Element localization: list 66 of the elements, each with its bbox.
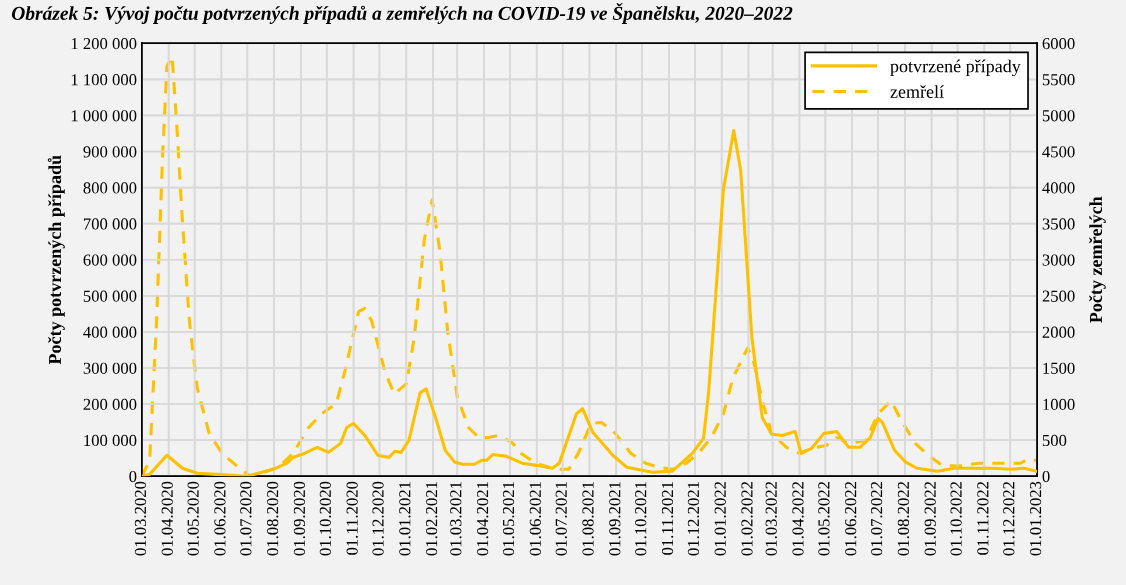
y2-tick-label: 2500: [1042, 290, 1075, 302]
x-tick-label: 01.09.2021: [609, 482, 621, 556]
y2-tick-label: 6000: [1042, 37, 1075, 50]
y2-tick-label: 3500: [1042, 218, 1075, 230]
y2-tick-label: 0: [1042, 470, 1050, 483]
y-tick-label: 1 000 000: [71, 110, 137, 122]
x-tick-label: 01.10.2021: [635, 482, 647, 556]
x-tick-label: 01.10.2022: [950, 481, 962, 556]
y-tick-label: 600 000: [83, 254, 137, 266]
x-tick-label: 01.03.2020: [134, 481, 147, 556]
y2-tick-label: 4500: [1042, 146, 1075, 158]
x-tick-label: 01.06.2021: [529, 482, 541, 556]
chart-title: Obrázek 5: Vývoj počtu potvrzených případů a zemřelých na COVID-19 ve Španělsku, 2020–2022: [11, 2, 793, 24]
y-tick-label: 0: [129, 470, 137, 483]
x-tick-label: 01.04.2022: [792, 481, 804, 556]
y-axis-title: Počty potvrzených případů: [47, 155, 65, 365]
y-tick-label: 1 100 000: [71, 74, 137, 86]
x-tick-label: 01.01.2023: [1029, 481, 1042, 556]
x-tick-label: 01.10.2020: [319, 481, 332, 556]
y-tick-label: 200 000: [83, 398, 137, 410]
x-tick-label: 01.04.2021: [476, 482, 489, 556]
x-tick-label: 01.12.2022: [1003, 481, 1015, 556]
x-tick-label: 01.07.2022: [870, 481, 883, 556]
y2-tick-label: 4000: [1042, 182, 1075, 194]
y2-axis-title: Počty zemřelých: [1089, 196, 1106, 323]
x-tick-label: 01.07.2021: [555, 482, 567, 556]
x-tick-label: 01.12.2020: [372, 481, 384, 556]
x-tick-label: 01.11.2020: [346, 481, 358, 555]
x-tick-label: 01.05.2022: [818, 481, 830, 556]
x-tick-label: 01.08.2022: [897, 481, 910, 556]
y2-tick-label: 3000: [1042, 254, 1075, 266]
x-tick-label: 01.07.2020: [240, 481, 252, 556]
x-tick-label: 01.05.2021: [502, 482, 515, 556]
y2-tick-label: 5000: [1042, 110, 1075, 122]
y2-tick-label: 500: [1042, 434, 1067, 447]
y2-tick-label: 2000: [1042, 326, 1075, 338]
x-tick-label: 01.11.2021: [661, 482, 674, 555]
x-tick-label: 01.11.2022: [977, 481, 989, 555]
x-tick-label: 01.08.2020: [267, 481, 279, 556]
legend-label: potvrzené případy: [890, 59, 1021, 77]
legend-label: zemřelí: [890, 85, 944, 98]
y-tick-label: 1 200 000: [71, 37, 137, 50]
x-tick-label: 01.02.2021: [425, 482, 438, 556]
x-tick-label: 01.01.2021: [399, 482, 411, 556]
y-tick-label: 700 000: [83, 218, 137, 230]
y-tick-label: 300 000: [83, 362, 137, 374]
y2-tick-label: 5500: [1042, 74, 1075, 86]
x-tick-label: 01.09.2020: [293, 481, 306, 556]
y-tick-label: 800 000: [83, 182, 137, 194]
x-tick-label: 01.06.2020: [214, 481, 226, 556]
y-tick-label: 900 000: [83, 146, 137, 158]
y2-tick-label: 1000: [1043, 398, 1075, 410]
x-tick-label: 01.04.2020: [161, 481, 173, 556]
x-tick-label: 01.06.2022: [845, 481, 857, 556]
x-tick-label: 01.02.2022: [741, 481, 753, 556]
y-tick-label: 500 000: [83, 290, 137, 302]
x-tick-label: 01.01.2022: [714, 481, 726, 556]
x-tick-label: 01.03.2021: [450, 482, 462, 556]
x-tick-label: 01.09.2022: [924, 481, 936, 556]
y-tick-label: 100 000: [84, 434, 137, 447]
y-tick-label: 400 000: [83, 326, 137, 338]
x-tick-label: 01.08.2021: [582, 482, 594, 556]
x-tick-label: 01.05.2020: [187, 481, 199, 556]
x-tick-label: 01.03.2022: [765, 481, 777, 556]
y2-tick-label: 1500: [1043, 362, 1075, 374]
x-tick-label: 01.12.2021: [687, 482, 700, 556]
